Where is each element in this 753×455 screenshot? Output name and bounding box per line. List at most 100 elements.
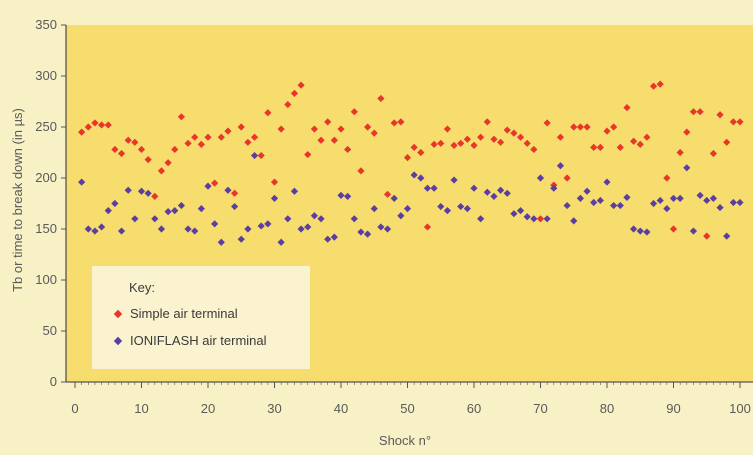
- ioniflash-point: [709, 194, 717, 202]
- simple-terminal-point: [211, 179, 219, 187]
- data-points: [78, 80, 744, 246]
- simple-terminal-point: [383, 190, 392, 198]
- simple-terminal-point: [630, 137, 638, 145]
- ioniflash-point: [716, 203, 724, 212]
- ioniflash-point: [104, 207, 112, 215]
- ioniflash-point: [98, 223, 106, 231]
- simple-terminal-point: [264, 109, 272, 117]
- ioniflash-point: [683, 164, 691, 172]
- simple-terminal-point: [603, 127, 611, 135]
- simple-terminal-point: [530, 145, 538, 154]
- simple-terminal-point: [676, 148, 684, 157]
- y-tick-label: 0: [50, 374, 57, 389]
- ioniflash-point: [550, 184, 558, 192]
- ioniflash-point: [477, 215, 485, 223]
- ioniflash-point: [224, 186, 232, 194]
- x-tick-label: 70: [533, 401, 547, 416]
- ioniflash-point: [377, 223, 385, 231]
- simple-terminal-point: [723, 138, 731, 146]
- ioniflash-point: [437, 202, 445, 211]
- x-tick-label: 90: [666, 401, 680, 416]
- simple-terminal-point: [437, 139, 445, 147]
- ioniflash-point: [317, 215, 325, 223]
- ioniflash-point: [117, 227, 126, 235]
- simple-terminal-point: [450, 141, 458, 149]
- ioniflash-point: [397, 212, 405, 220]
- ioniflash-point: [211, 220, 219, 228]
- simple-terminal-point: [337, 125, 345, 133]
- ioniflash-point: [603, 178, 611, 186]
- x-tick-label: 80: [600, 401, 614, 416]
- simple-terminal-point: [689, 108, 698, 116]
- simple-terminal-point: [131, 138, 139, 146]
- simple-terminal-point: [423, 223, 432, 231]
- simple-terminal-point: [231, 189, 239, 197]
- legend-box: [92, 266, 310, 369]
- ioniflash-point: [523, 213, 531, 221]
- simple-terminal-point: [390, 119, 398, 127]
- ioniflash-point: [217, 238, 225, 246]
- simple-terminal-point: [410, 143, 418, 151]
- ioniflash-point: [663, 205, 671, 213]
- simple-terminal-point: [576, 123, 584, 131]
- ioniflash-point: [91, 227, 99, 235]
- ioniflash-point: [563, 201, 571, 210]
- ioniflash-point: [204, 182, 212, 190]
- ioniflash-point: [350, 215, 358, 223]
- x-tick-label: 40: [334, 401, 348, 416]
- ioniflash-point: [330, 233, 338, 241]
- legend: Key: Simple air terminal IONIFLASH air ter…: [92, 266, 310, 369]
- simple-terminal-point: [364, 123, 372, 131]
- ioniflash-point: [463, 205, 471, 213]
- ioniflash-point: [703, 196, 711, 205]
- simple-terminal-point: [237, 123, 245, 131]
- ioniflash-point: [297, 225, 305, 233]
- ioniflash-point: [177, 201, 185, 210]
- ioniflash-point: [337, 191, 345, 199]
- simple-terminal-point: [649, 82, 658, 90]
- y-tick-label: 200: [35, 170, 57, 185]
- y-tick-label: 300: [35, 68, 57, 83]
- simple-terminal-point: [443, 125, 451, 133]
- simple-terminal-point: [310, 125, 318, 133]
- simple-terminal-point: [636, 140, 644, 148]
- simple-terminal-point: [177, 113, 185, 121]
- ioniflash-point: [636, 227, 644, 235]
- ioniflash-point: [497, 186, 505, 194]
- ioniflash-point: [304, 223, 312, 231]
- ioniflash-point: [357, 228, 365, 236]
- y-tick-label: 150: [35, 221, 57, 236]
- simple-terminal-point: [596, 143, 604, 151]
- simple-terminal-point: [151, 192, 159, 200]
- ioniflash-point: [736, 198, 744, 207]
- simple-terminal-point: [204, 133, 212, 141]
- simple-terminal-point: [84, 123, 92, 131]
- ioniflash-point: [490, 192, 498, 200]
- ioniflash-point: [543, 215, 551, 223]
- ioniflash-point: [590, 198, 598, 207]
- ioniflash-point: [144, 189, 152, 197]
- simple-terminal-point: [497, 138, 505, 146]
- simple-terminal-point: [516, 133, 525, 141]
- simple-terminal-point: [616, 143, 624, 151]
- simple-terminal-point: [171, 145, 179, 154]
- ioniflash-point: [576, 194, 584, 202]
- ioniflash-point: [151, 215, 159, 223]
- ioniflash-point: [237, 235, 245, 243]
- ioniflash-point: [616, 201, 624, 210]
- simple-terminal-point: [590, 143, 598, 151]
- simple-terminal-point: [556, 133, 565, 141]
- ioniflash-point: [623, 193, 631, 201]
- simple-terminal-point: [536, 215, 545, 223]
- ioniflash-point: [410, 171, 418, 179]
- ioniflash-point: [250, 151, 259, 160]
- ioniflash-point: [290, 187, 299, 195]
- simple-terminal-point: [583, 123, 591, 131]
- x-tick-label: 10: [134, 401, 148, 416]
- ioniflash-point: [669, 194, 678, 202]
- simple-terminal-point: [98, 121, 106, 129]
- ioniflash-point: [723, 232, 731, 240]
- simple-terminal-point: [463, 135, 471, 143]
